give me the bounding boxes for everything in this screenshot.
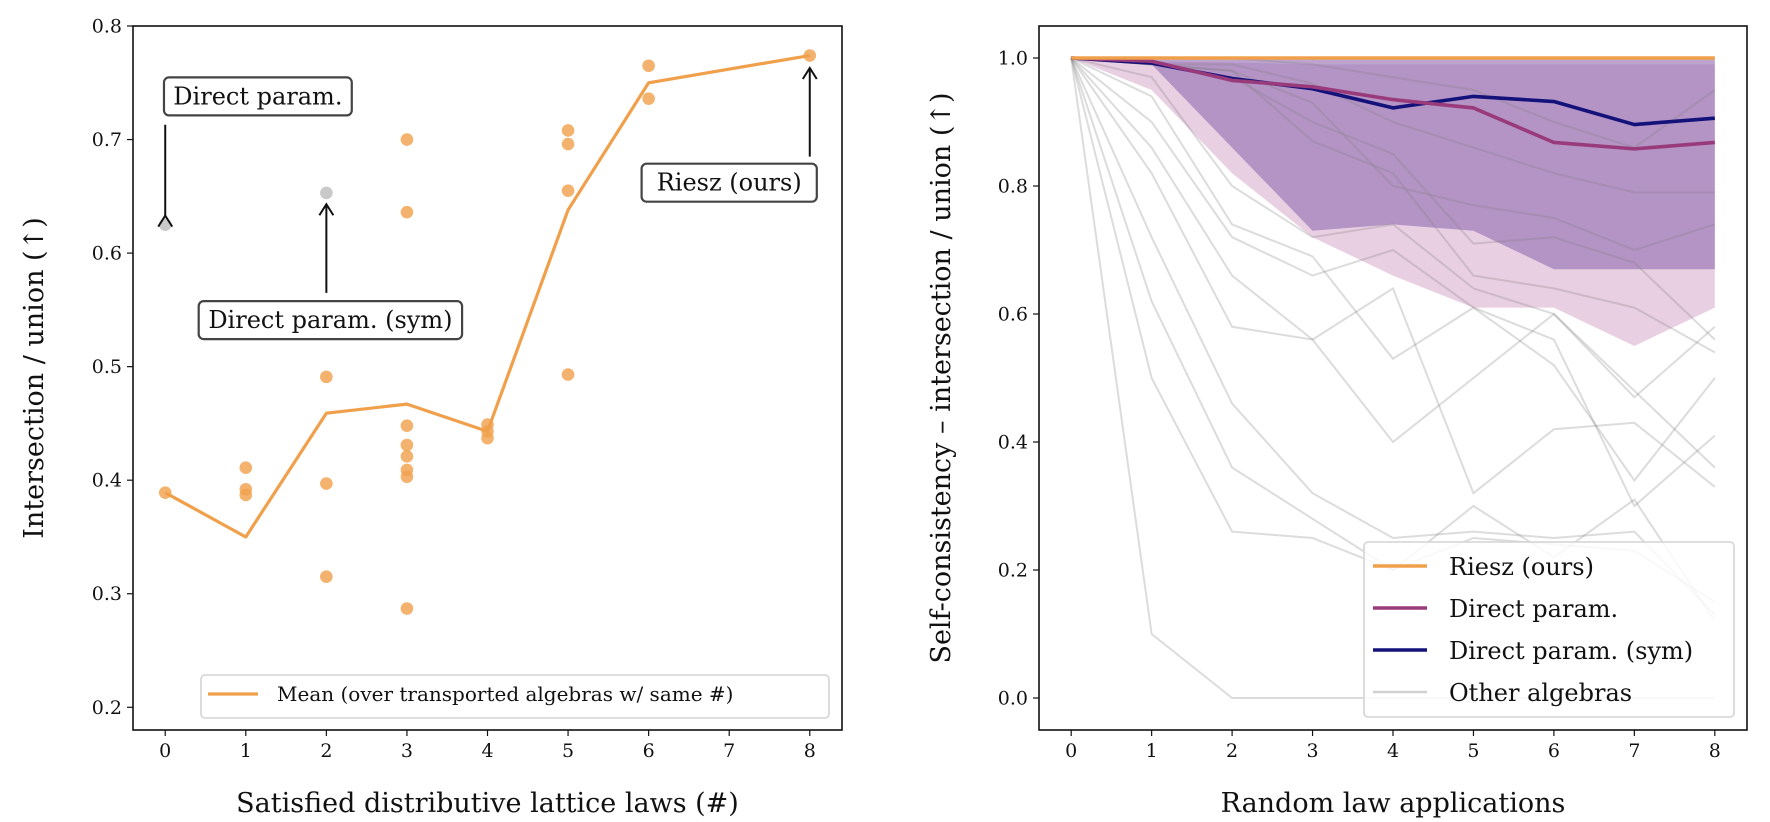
y-axis-label: Intersection / union (↑) — [19, 217, 50, 538]
data-point — [320, 570, 333, 584]
series-line — [1071, 56, 1715, 151]
axes-frame — [132, 25, 843, 731]
annotation-text: Direct param. (sym) — [208, 306, 452, 334]
other-algebra-line — [1070, 57, 1716, 495]
arrow-head — [157, 213, 174, 228]
other-algebra-line — [1070, 57, 1716, 469]
data-point — [642, 92, 655, 105]
y-tick-label: 0.2 — [998, 560, 1028, 582]
legend-box — [1363, 541, 1735, 718]
x-tick-label: 5 — [562, 740, 574, 762]
data-point — [561, 124, 575, 137]
data-point — [561, 137, 575, 151]
y-tick-label: 1.0 — [998, 48, 1028, 70]
data-point — [400, 438, 414, 452]
data-point — [400, 450, 414, 463]
arrow-head — [318, 202, 335, 216]
y-tick-label: 0.2 — [92, 697, 122, 719]
y-tick-label: 0.3 — [92, 583, 122, 605]
legend-label: Other algebras — [1449, 679, 1632, 707]
legend-label: Riesz (ours) — [1449, 553, 1594, 581]
data-point — [320, 370, 333, 384]
axes-frame — [1038, 25, 1748, 731]
data-point — [320, 477, 333, 490]
confidence-band — [1071, 58, 1715, 270]
data-point — [803, 49, 817, 62]
annotation-box — [640, 162, 818, 203]
other-algebra-line — [1070, 57, 1716, 616]
data-point — [239, 488, 253, 502]
data-point — [239, 461, 253, 475]
data-point — [400, 419, 414, 432]
y-tick-label: 0.5 — [92, 356, 122, 378]
y-tick-label: 0.7 — [92, 129, 122, 151]
arrow-head — [801, 66, 818, 80]
legend-label: Direct param. — [1449, 595, 1618, 623]
mean-line — [164, 53, 811, 539]
other-algebra-line — [1070, 57, 1716, 508]
data-point — [481, 431, 494, 445]
data-point — [561, 368, 575, 381]
x-tick-label: 1 — [240, 740, 252, 762]
y-tick-label: 0.8 — [92, 16, 122, 38]
x-tick-label: 3 — [1306, 740, 1318, 762]
other-algebra-line — [1070, 57, 1716, 399]
x-tick-label: 2 — [1226, 740, 1238, 762]
data-point — [400, 602, 414, 615]
data-point — [158, 486, 172, 499]
legend-box — [200, 674, 830, 719]
y-tick-label: 0.6 — [92, 243, 122, 265]
data-point — [400, 470, 414, 484]
annotation-text: Direct param. — [173, 82, 342, 110]
y-tick-label: 0.8 — [998, 176, 1028, 198]
right-plot: Riesz (ours) Direct param. Direct param. (… — [926, 25, 1748, 819]
y-axis-label: Self-consistency – intersection / union … — [926, 92, 957, 663]
x-tick-label: 7 — [1628, 740, 1640, 762]
other-algebra-line — [1071, 57, 1715, 194]
y-tick-label: 0.4 — [92, 470, 122, 492]
x-tick-label: 7 — [723, 740, 735, 762]
other-algebra-line — [1070, 57, 1716, 483]
y-tick-label: 0.4 — [998, 432, 1028, 454]
annotation-box — [197, 299, 464, 341]
data-point — [320, 186, 333, 200]
x-tick-label: 6 — [1548, 740, 1560, 762]
x-tick-label: 6 — [643, 740, 655, 762]
legend-label: Direct param. (sym) — [1449, 637, 1693, 665]
left-plot: Direct param. Direct param. (sym) Riesz (o… — [19, 16, 843, 819]
data-point — [400, 133, 414, 146]
x-tick-label: 2 — [320, 740, 332, 762]
data-point — [158, 218, 172, 232]
x-tick-label: 4 — [1387, 740, 1399, 762]
x-tick-label: 8 — [804, 740, 816, 762]
y-tick-label: 0.0 — [998, 688, 1028, 710]
x-tick-label: 8 — [1709, 740, 1721, 762]
x-tick-label: 4 — [481, 740, 493, 762]
y-tick-label: 0.6 — [998, 304, 1028, 326]
x-tick-label: 0 — [1065, 740, 1077, 762]
data-point — [400, 205, 414, 219]
x-tick-label: 1 — [1146, 740, 1158, 762]
x-axis-label: Satisfied distributive lattice laws (#) — [236, 788, 739, 819]
x-tick-label: 5 — [1467, 740, 1479, 762]
x-axis-label: Random law applications — [1221, 788, 1566, 819]
x-tick-label: 3 — [401, 740, 413, 762]
annotation-text: Riesz (ours) — [657, 169, 802, 197]
data-point — [561, 184, 575, 197]
data-point — [642, 59, 655, 73]
x-tick-label: 0 — [159, 740, 171, 762]
annotation-box — [162, 76, 353, 117]
legend-label: Mean (over transported algebras w/ same … — [277, 682, 733, 706]
